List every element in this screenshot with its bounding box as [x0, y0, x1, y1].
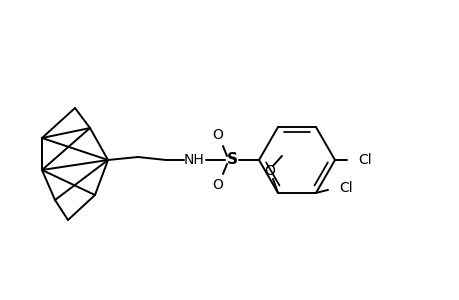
Text: Cl: Cl — [358, 153, 371, 167]
Text: O: O — [212, 178, 223, 192]
Text: NH: NH — [183, 153, 204, 167]
Text: O: O — [264, 164, 275, 178]
Text: O: O — [212, 128, 223, 142]
Text: S: S — [226, 152, 237, 167]
Text: Cl: Cl — [338, 181, 352, 195]
